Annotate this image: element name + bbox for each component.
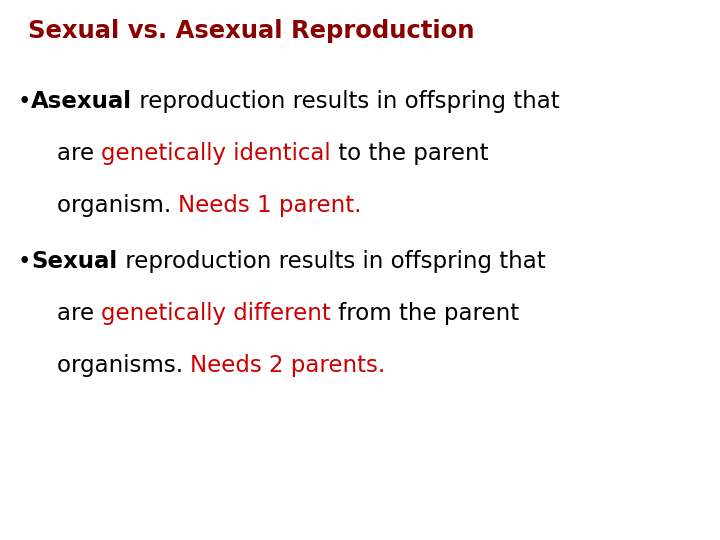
Text: Needs 1 parent.: Needs 1 parent. xyxy=(179,194,362,217)
Text: Sexual vs. Asexual Reproduction: Sexual vs. Asexual Reproduction xyxy=(28,19,474,43)
Text: to the parent: to the parent xyxy=(331,142,488,165)
Text: Sexual: Sexual xyxy=(32,250,117,273)
Text: reproduction results in offspring that: reproduction results in offspring that xyxy=(132,90,560,113)
Text: are: are xyxy=(57,302,102,325)
Text: are: are xyxy=(57,142,102,165)
Text: from the parent: from the parent xyxy=(331,302,519,325)
Text: •: • xyxy=(18,90,32,113)
Text: Asexual: Asexual xyxy=(32,90,132,113)
Text: genetically identical: genetically identical xyxy=(102,142,331,165)
Text: organism.: organism. xyxy=(57,194,179,217)
Text: organisms.: organisms. xyxy=(57,354,190,377)
Text: •: • xyxy=(18,250,32,273)
Text: Needs 2 parents.: Needs 2 parents. xyxy=(190,354,386,377)
Text: genetically different: genetically different xyxy=(102,302,331,325)
Text: reproduction results in offspring that: reproduction results in offspring that xyxy=(117,250,545,273)
